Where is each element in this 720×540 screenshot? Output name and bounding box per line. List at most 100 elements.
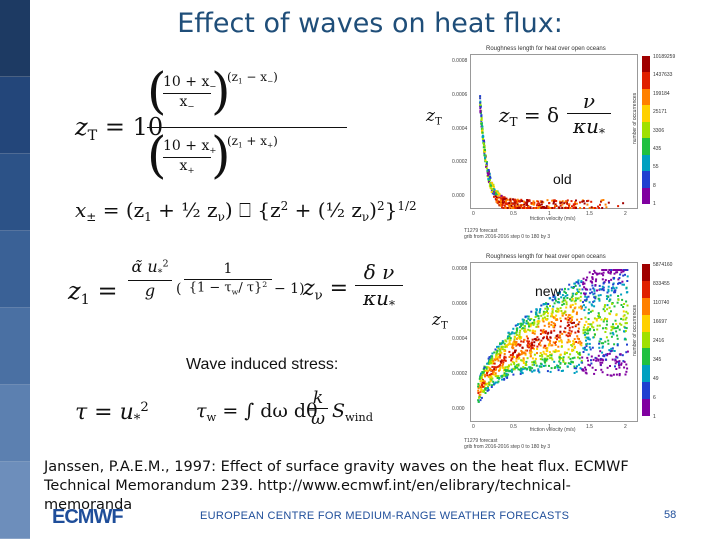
scatter-point [569,306,572,309]
scatter-point [486,170,489,173]
scatter-point [549,336,552,339]
scatter-point [537,315,540,318]
scatter-point [481,374,484,377]
scatter-point [606,304,609,307]
scatter-point [601,269,604,271]
scatter-point [481,378,484,381]
scatter-point [517,363,520,366]
scatter-point [480,396,483,399]
scatter-point [521,323,524,326]
scatter-point [560,340,563,342]
scatter-point [583,282,586,285]
scatter-point [553,200,555,203]
scatter-point [493,366,496,369]
scatter-point [542,346,545,349]
scatter-point [586,327,589,330]
scatter-point [576,337,579,340]
scatter-point [553,323,556,325]
scatter-point [605,323,608,326]
scatter-point [512,327,515,330]
y-tick-label: 0.0002 [452,371,468,377]
scatter-point [584,293,587,296]
scatter-point [491,357,494,360]
scatter-point [499,354,502,357]
bottom-plot-scatter [477,269,629,403]
scatter-point [513,199,516,202]
scatter-point [598,207,600,209]
scatter-point [522,319,525,322]
scatter-point [543,358,546,361]
scatter-point [592,336,595,339]
scatter-point [514,207,517,209]
scatter-point [503,369,505,372]
scatter-point [540,365,543,368]
scatter-point [601,278,604,281]
scatter-point [574,203,577,206]
scatter-point [609,294,612,297]
scatter-point [515,360,518,363]
scatter-point [503,196,506,199]
scatter-point [500,202,502,205]
scatter-point [602,274,605,277]
scatter-point [527,328,530,331]
scatter-point [486,374,489,377]
scatter-point [620,269,623,271]
scatter-point [484,158,487,161]
colorbar-label: 435 [653,145,662,152]
scatter-point [507,331,510,334]
scatter-point [616,344,619,347]
scatter-point [494,192,497,195]
scatter-point [574,331,577,334]
eq-z1-frac-den-sub: w [231,287,239,297]
scatter-point [572,340,575,343]
scatter-point [491,361,494,364]
scatter-point [502,196,504,199]
scatter-point [547,338,549,341]
scatter-point [515,330,518,333]
scatter-point [542,337,545,340]
scatter-point [570,330,573,333]
scatter-point [547,207,550,209]
x-tick-label: 2 [624,424,627,430]
scatter-point [508,341,511,344]
zt-mid-sub: T [440,320,448,332]
scatter-point [556,291,559,294]
scatter-point [492,360,494,363]
scatter-point [479,107,482,110]
scatter-point [618,322,621,325]
colorbar-segment [642,171,650,188]
scatter-point [620,323,623,326]
scatter-point [562,297,565,300]
scatter-point [525,360,528,363]
strip-block [0,462,30,539]
scatter-point [587,359,589,362]
scatter-point [477,382,480,385]
scatter-point [614,358,617,361]
scatter-point [623,269,626,271]
scatter-point [516,324,519,326]
scatter-point [538,202,541,205]
scatter-point [515,205,518,208]
scatter-point [522,320,525,323]
scatter-point [491,373,494,375]
scatter-point [484,375,486,378]
scatter-point [540,353,543,356]
scatter-point [513,338,516,341]
scatter-point [600,342,603,345]
bottom-plot-title: Roughness length for heat over open ocea… [486,254,606,260]
scatter-point [618,366,621,369]
scatter-point [498,365,501,368]
scatter-point [612,323,614,326]
scatter-point [617,298,620,301]
zt-label-mid: zT [432,310,448,332]
scatter-point [499,366,502,369]
scatter-point [617,278,620,281]
scatter-point [494,373,497,376]
scatter-point [621,298,624,301]
scatter-point [608,300,611,303]
scatter-point [578,306,581,309]
scatter-point [536,314,539,317]
scatter-point [585,348,588,351]
scatter-point [518,337,521,340]
scatter-point [557,298,560,301]
